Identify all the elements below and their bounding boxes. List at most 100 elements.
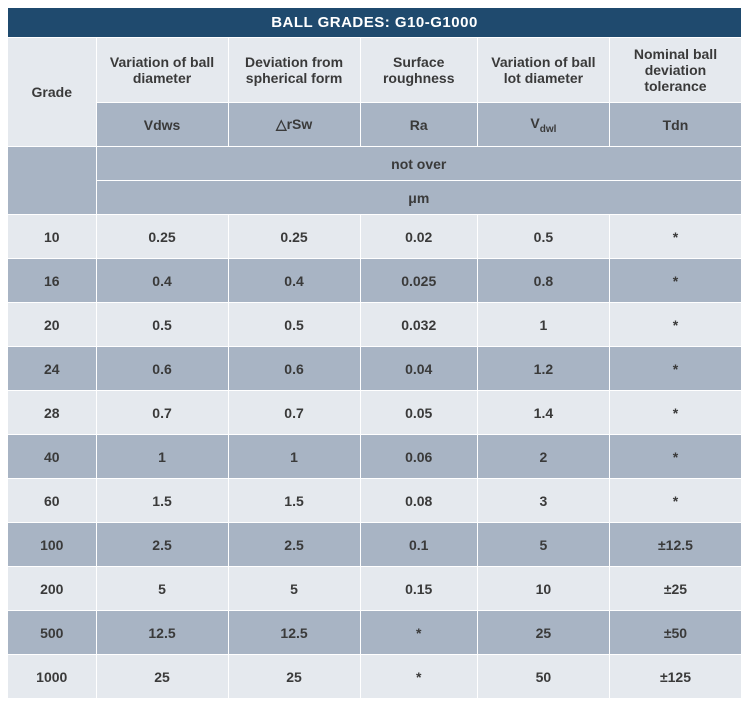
- cell-v4: 1: [477, 303, 609, 347]
- cell-v3: 0.05: [360, 391, 477, 435]
- cell-v4: 50: [477, 655, 609, 699]
- cell-g: 16: [8, 259, 96, 303]
- cell-v2: 1.5: [228, 479, 360, 523]
- not-over-cell: not over: [96, 147, 741, 181]
- cell-g: 10: [8, 215, 96, 259]
- cell-v3: 0.02: [360, 215, 477, 259]
- col-vdws-header: Variation of ball diameter: [96, 38, 228, 103]
- cell-v3: 0.08: [360, 479, 477, 523]
- table-row: 240.60.60.041.2*: [8, 347, 742, 391]
- cell-v2: 0.5: [228, 303, 360, 347]
- table-container: BALL GRADES: G10-G1000 Grade Variation o…: [0, 0, 750, 707]
- cell-v5: ±12.5: [609, 523, 741, 567]
- cell-v1: 12.5: [96, 611, 228, 655]
- cell-v3: 0.06: [360, 435, 477, 479]
- cell-v2: 12.5: [228, 611, 360, 655]
- cell-g: 60: [8, 479, 96, 523]
- cell-v2: 25: [228, 655, 360, 699]
- sym-vdws: Vdws: [96, 103, 228, 147]
- cell-g: 20: [8, 303, 96, 347]
- cell-v3: *: [360, 655, 477, 699]
- col-grade-header: Grade: [8, 38, 96, 147]
- grade-span-cell: [8, 147, 96, 215]
- cell-v5: *: [609, 479, 741, 523]
- cell-v3: 0.15: [360, 567, 477, 611]
- cell-g: 1000: [8, 655, 96, 699]
- header-row-symbols: Vdws △rSw Ra Vdwl Tdn: [8, 103, 742, 147]
- cell-v3: 0.025: [360, 259, 477, 303]
- cell-g: 28: [8, 391, 96, 435]
- cell-v1: 5: [96, 567, 228, 611]
- cell-g: 500: [8, 611, 96, 655]
- cell-v2: 0.25: [228, 215, 360, 259]
- table-row: 200550.1510±25: [8, 567, 742, 611]
- sym-ra: Ra: [360, 103, 477, 147]
- table-title: BALL GRADES: G10-G1000: [8, 8, 742, 38]
- table-row: 50012.512.5*25±50: [8, 611, 742, 655]
- table-row: 160.40.40.0250.8*: [8, 259, 742, 303]
- cell-v4: 2: [477, 435, 609, 479]
- sym-vdwl-main: V: [530, 115, 539, 131]
- cell-v2: 1: [228, 435, 360, 479]
- cell-v5: *: [609, 215, 741, 259]
- col-ra-header: Surface roughness: [360, 38, 477, 103]
- cell-v4: 0.5: [477, 215, 609, 259]
- cell-v1: 0.5: [96, 303, 228, 347]
- cell-v1: 0.25: [96, 215, 228, 259]
- table-title-row: BALL GRADES: G10-G1000: [8, 8, 742, 38]
- cell-v1: 1: [96, 435, 228, 479]
- cell-v5: *: [609, 303, 741, 347]
- header-row-unit: μm: [8, 181, 742, 215]
- col-tdn-header: Nominal ball deviation tolerance: [609, 38, 741, 103]
- cell-v1: 1.5: [96, 479, 228, 523]
- cell-v1: 0.7: [96, 391, 228, 435]
- cell-v4: 25: [477, 611, 609, 655]
- cell-v5: *: [609, 391, 741, 435]
- sym-tdn: Tdn: [609, 103, 741, 147]
- cell-v2: 0.7: [228, 391, 360, 435]
- table-row: 1002.52.50.15±12.5: [8, 523, 742, 567]
- cell-g: 40: [8, 435, 96, 479]
- header-row-note: not over: [8, 147, 742, 181]
- cell-v1: 0.6: [96, 347, 228, 391]
- table-row: 100.250.250.020.5*: [8, 215, 742, 259]
- header-row-descriptions: Grade Variation of ball diameter Deviati…: [8, 38, 742, 103]
- cell-v3: 0.032: [360, 303, 477, 347]
- cell-v2: 0.6: [228, 347, 360, 391]
- cell-v5: ±125: [609, 655, 741, 699]
- cell-v3: *: [360, 611, 477, 655]
- cell-v5: *: [609, 347, 741, 391]
- table-row: 280.70.70.051.4*: [8, 391, 742, 435]
- cell-v4: 3: [477, 479, 609, 523]
- col-vdwl-header: Variation of ball lot diameter: [477, 38, 609, 103]
- cell-v3: 0.04: [360, 347, 477, 391]
- cell-v5: *: [609, 435, 741, 479]
- cell-v2: 2.5: [228, 523, 360, 567]
- unit-cell: μm: [96, 181, 741, 215]
- col-rsw-header: Deviation from spherical form: [228, 38, 360, 103]
- cell-v5: ±50: [609, 611, 741, 655]
- cell-v4: 10: [477, 567, 609, 611]
- table-row: 200.50.50.0321*: [8, 303, 742, 347]
- cell-v4: 1.2: [477, 347, 609, 391]
- cell-v4: 0.8: [477, 259, 609, 303]
- ball-grades-table: BALL GRADES: G10-G1000 Grade Variation o…: [8, 8, 742, 699]
- sym-vdwl: Vdwl: [477, 103, 609, 147]
- cell-v2: 0.4: [228, 259, 360, 303]
- cell-v1: 25: [96, 655, 228, 699]
- cell-v3: 0.1: [360, 523, 477, 567]
- sym-rsw: △rSw: [228, 103, 360, 147]
- cell-g: 24: [8, 347, 96, 391]
- sym-vdwl-sub: dwl: [540, 123, 557, 134]
- cell-v4: 5: [477, 523, 609, 567]
- cell-g: 200: [8, 567, 96, 611]
- cell-g: 100: [8, 523, 96, 567]
- cell-v5: *: [609, 259, 741, 303]
- cell-v2: 5: [228, 567, 360, 611]
- cell-v5: ±25: [609, 567, 741, 611]
- table-row: 601.51.50.083*: [8, 479, 742, 523]
- table-row: 40110.062*: [8, 435, 742, 479]
- table-row: 10002525*50±125: [8, 655, 742, 699]
- cell-v1: 0.4: [96, 259, 228, 303]
- cell-v1: 2.5: [96, 523, 228, 567]
